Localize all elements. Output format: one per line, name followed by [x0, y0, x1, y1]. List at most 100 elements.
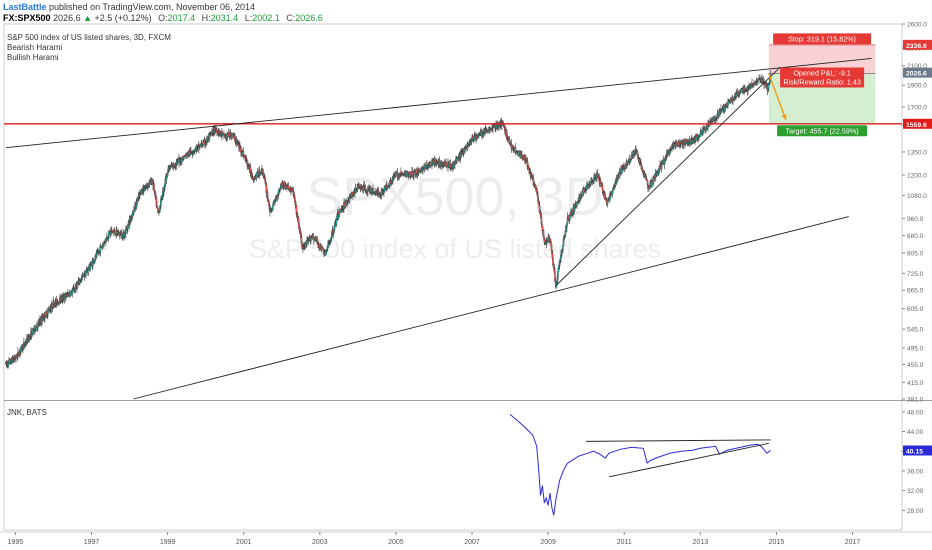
change-value: +2.5 (+0.12%): [94, 13, 152, 23]
rr-label: Risk/Reward Ratio: 1.43: [783, 78, 861, 87]
candle-body: [757, 80, 759, 83]
jnk-y-tick-label: 48.00: [907, 409, 924, 416]
stop-label: Stop: 319.1 (15.82%): [788, 34, 856, 43]
indicator-bearish-harami[interactable]: Bearish Harami: [7, 43, 63, 52]
candle-body: [156, 206, 159, 209]
annotations: 2336.6 2026.6 1559.6 40.15 Stop: 319.1 (15.8…: [773, 33, 932, 456]
open-value: 2017.4: [167, 13, 196, 23]
candle-body: [415, 170, 418, 174]
stop-price-tag: 2336.6: [906, 43, 927, 50]
y-tick-label: 960.0: [907, 216, 924, 223]
y-tick-label: 725.0: [907, 271, 924, 278]
y-tick-label: 1900.0: [907, 83, 927, 90]
candle-body: [744, 87, 746, 90]
y-tick-label: 495.0: [907, 345, 924, 352]
arrow-head-icon: [781, 114, 787, 121]
candle-body: [312, 236, 315, 239]
close-label: C:: [286, 13, 296, 23]
candle-body: [541, 223, 543, 227]
jnk-line: [509, 413, 771, 516]
candle-body: [395, 173, 397, 176]
x-tick-label: 2017: [845, 539, 861, 546]
watermark-symbol: SPX500, 3D: [306, 167, 603, 227]
candle-body: [727, 101, 729, 107]
y-tick-label: 805.0: [907, 250, 924, 257]
x-tick-label: 1995: [8, 539, 24, 546]
x-tick-label: 2013: [693, 539, 709, 546]
candle-body: [422, 168, 424, 171]
candle-body: [58, 302, 61, 304]
candle-body: [550, 241, 552, 246]
trendline: [133, 216, 849, 400]
x-tick-label: 1999: [160, 539, 176, 546]
y-tick-label: 455.0: [907, 362, 924, 369]
drawings: [4, 57, 902, 400]
jnk-trendline: [608, 442, 769, 478]
target-label: Target: 455.7 (22.59%): [786, 126, 859, 135]
candle-body: [601, 185, 604, 190]
candle-body: [562, 245, 564, 251]
candle-body: [339, 210, 341, 213]
candle-body: [208, 134, 211, 139]
jnk-legend: JNK, BATS: [7, 408, 47, 417]
y-tick-label: 381.0: [907, 397, 924, 404]
low-value: 2002.1: [252, 13, 280, 23]
candle-body: [550, 245, 553, 250]
plot-border: [3, 23, 903, 531]
candle-body: [652, 177, 655, 184]
x-tick-label: 2001: [236, 539, 252, 546]
jnk-pane: [509, 413, 771, 516]
indicator-bullish-harami[interactable]: Bullish Harami: [7, 53, 59, 62]
trendline: [5, 57, 872, 149]
close-value: 2026.6: [295, 13, 323, 23]
y-tick-label: 1080.0: [907, 193, 927, 200]
y-tick-label: 665.0: [907, 288, 924, 295]
jnk-last-tag-bg: [903, 445, 932, 456]
y-tick-label: 1350.0: [907, 149, 927, 156]
candle-body: [136, 200, 139, 204]
jnk-last-tag: 40.15: [906, 448, 923, 455]
y-tick-label: 415.0: [907, 380, 924, 387]
last-price-tag-bg: [903, 67, 932, 78]
support-price-tag: 1559.6: [906, 122, 927, 129]
y-tick-label: 1200.0: [907, 172, 927, 179]
candle-body: [740, 89, 742, 93]
chart-header: LastBattle published on TradingView.com,…: [3, 2, 323, 24]
support-price-tag-bg: [903, 118, 932, 129]
target-label-bg: [777, 125, 868, 137]
symbol-label[interactable]: FX:SPX500: [3, 13, 51, 23]
x-tick-label: 2003: [312, 539, 328, 546]
up-arrow-icon: ▲: [83, 13, 93, 23]
series-title[interactable]: S&P 500 index of US listed shares, 3D, F…: [7, 33, 171, 42]
y-tick-label: 2600.0: [907, 22, 927, 29]
pl-box-bg: [780, 67, 865, 88]
candle-body: [721, 109, 723, 112]
main-legend: S&P 500 index of US listed shares, 3D, F…: [7, 33, 171, 63]
candle-body: [327, 244, 329, 248]
jnk-trendline: [586, 439, 771, 442]
author-link[interactable]: LastBattle: [3, 2, 47, 12]
candle-body: [89, 266, 92, 269]
stop-label-bg: [773, 33, 872, 45]
jnk-y-tick-label: 44.00: [907, 429, 924, 436]
candle-body: [557, 271, 559, 277]
candle-body: [262, 169, 264, 173]
jnk-title[interactable]: JNK, BATS: [7, 408, 47, 417]
jnk-y-tick-label: 28.00: [907, 508, 924, 515]
candle-body: [321, 247, 324, 249]
candle-body: [298, 228, 301, 231]
candle-body: [114, 230, 116, 234]
candle-body: [85, 272, 87, 276]
candle-body: [477, 136, 479, 138]
candle-body: [338, 212, 341, 215]
low-label: L:: [244, 13, 253, 23]
stop-price-tag-bg: [903, 39, 932, 50]
x-tick-label: 2009: [540, 539, 556, 546]
jnk-y-tick-label: 32.00: [907, 488, 924, 495]
trendline: [555, 66, 781, 287]
candle-body: [252, 176, 254, 180]
x-tick-label: 2011: [617, 539, 632, 546]
y-tick-label: 1700.0: [907, 104, 927, 111]
y-tick-label: 880.0: [907, 233, 924, 240]
